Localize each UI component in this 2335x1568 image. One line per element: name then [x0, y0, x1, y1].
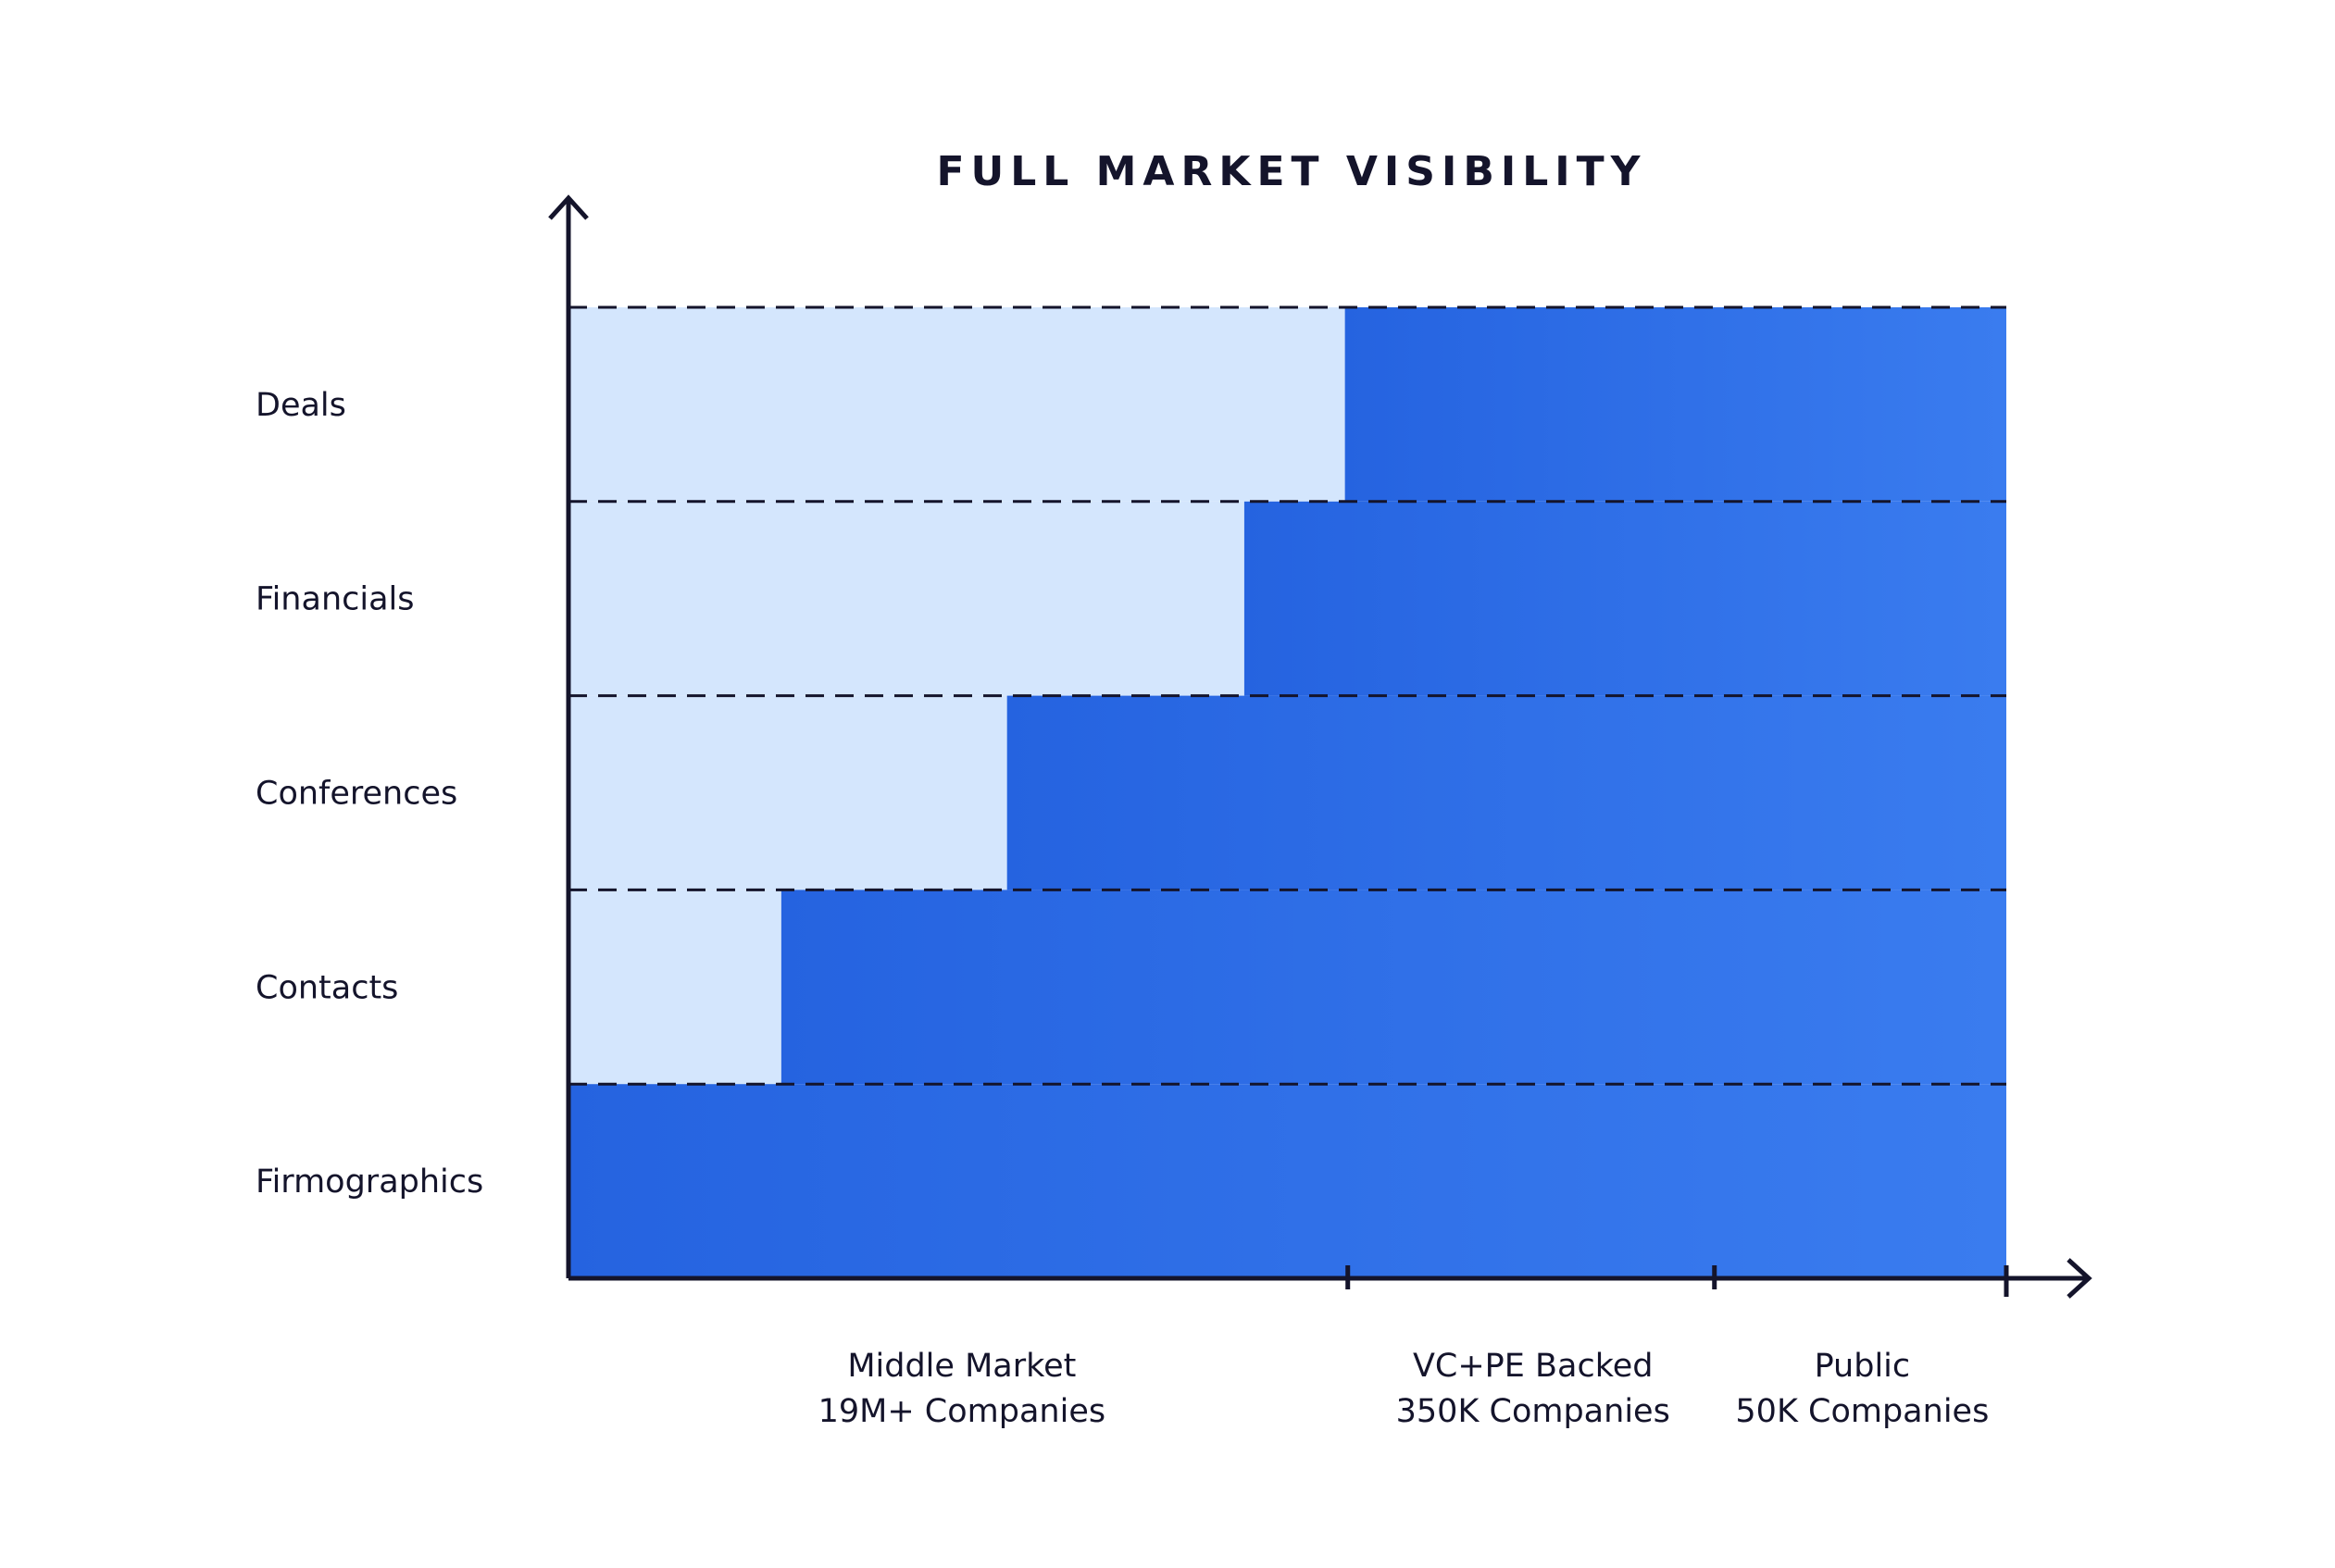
segment-count-public: 50K Companies: [1735, 1393, 1989, 1430]
row-gridlines: [568, 305, 2006, 1086]
y-axis-arrow-icon: [548, 194, 589, 220]
segment-labels: Middle Market 19M+ Companies VC+PE Backed 3…: [818, 1348, 1990, 1430]
row-label-firmographics: Firmographics: [256, 1164, 483, 1201]
segment-count-vc-pe-backed: 350K Companies: [1396, 1393, 1670, 1430]
coverage-bar-firmographics: [568, 1084, 2006, 1278]
segment-name-vc-pe-backed: VC+PE Backed: [1413, 1348, 1654, 1385]
coverage-bar-contacts: [780, 890, 2006, 1085]
coverage-bar-financials: [1243, 501, 2006, 696]
coverage-area: [568, 307, 2006, 1278]
coverage-bar-conferences: [1006, 695, 2006, 890]
segment-name-middle-market: Middle Market: [847, 1348, 1076, 1385]
row-label-contacts: Contacts: [256, 969, 398, 1006]
axes: [548, 194, 2092, 1299]
chart-title: FULL MARKET VISIBILITY: [936, 148, 1646, 195]
segment-name-public: Public: [1815, 1348, 1911, 1385]
coverage-bar-deals: [1344, 307, 2006, 502]
row-label-conferences: Conferences: [256, 776, 457, 813]
row-label-financials: Financials: [256, 581, 415, 618]
uncovered-cell-deals: [568, 307, 1345, 502]
row-label-deals: Deals: [256, 387, 346, 424]
uncovered-cell-conferences: [568, 695, 1007, 890]
uncovered-cell-financials: [568, 501, 1244, 696]
uncovered-area: [568, 307, 1345, 1085]
x-axis-arrow-icon: [2067, 1258, 2092, 1299]
row-labels: Deals Financials Conferences Contacts Firmog…: [256, 387, 483, 1201]
segment-count-middle-market: 19M+ Companies: [818, 1393, 1105, 1430]
uncovered-cell-contacts: [568, 890, 781, 1085]
